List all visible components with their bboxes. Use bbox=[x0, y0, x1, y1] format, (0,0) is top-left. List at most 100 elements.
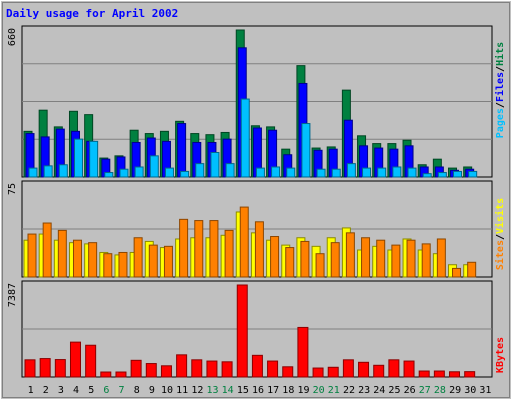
bar-kbytes bbox=[282, 366, 294, 378]
bar-pages bbox=[28, 167, 38, 178]
bar-pages bbox=[43, 165, 53, 178]
bar-kbytes bbox=[191, 359, 203, 378]
bar-pages bbox=[210, 152, 220, 178]
bar-kbytes bbox=[236, 284, 248, 378]
bar-pages bbox=[58, 164, 68, 178]
legend-pages: Pages bbox=[495, 108, 506, 138]
bar-pages bbox=[453, 170, 463, 178]
bar-kbytes bbox=[327, 366, 339, 378]
x-tick-label: 13 bbox=[206, 385, 218, 396]
bar-sites bbox=[194, 220, 204, 278]
bar-sites bbox=[209, 220, 219, 278]
bar-files bbox=[177, 123, 187, 178]
bar-kbytes bbox=[449, 371, 461, 378]
bar-sites bbox=[345, 232, 355, 278]
bar-sites bbox=[467, 261, 477, 278]
bar-sites bbox=[42, 222, 52, 278]
legend-visits: Visits bbox=[494, 198, 506, 234]
legend-hits: Hits bbox=[494, 42, 506, 66]
bar-pages bbox=[392, 166, 402, 178]
ymax-label: 660 bbox=[7, 28, 18, 46]
bar-pages bbox=[119, 168, 129, 178]
bar-kbytes bbox=[358, 361, 370, 378]
bar-pages bbox=[164, 167, 174, 178]
bar-kbytes bbox=[160, 365, 172, 378]
bar-pages bbox=[362, 167, 372, 178]
bar-kbytes bbox=[115, 371, 127, 378]
bar-pages bbox=[89, 140, 99, 178]
x-tick-label: 30 bbox=[464, 385, 476, 396]
x-tick-label: 3 bbox=[58, 385, 64, 396]
bar-sites bbox=[361, 237, 371, 278]
x-tick-label: 5 bbox=[88, 385, 94, 396]
bar-kbytes bbox=[373, 364, 385, 378]
x-tick-label: 23 bbox=[358, 385, 370, 396]
x-tick-label: 2 bbox=[43, 385, 49, 396]
x-tick-label: 31 bbox=[479, 385, 491, 396]
bar-sites bbox=[421, 243, 431, 278]
bar-kbytes bbox=[388, 359, 400, 378]
x-tick-label: 19 bbox=[297, 385, 309, 396]
bar-kbytes bbox=[342, 359, 354, 378]
bar-kbytes bbox=[418, 370, 430, 378]
legend-kbytes: KBytes bbox=[495, 337, 506, 373]
bar-sites bbox=[239, 206, 249, 278]
x-tick-label: 8 bbox=[134, 385, 140, 396]
bar-kbytes bbox=[145, 363, 157, 378]
bar-sites bbox=[148, 244, 158, 278]
bar-pages bbox=[180, 170, 190, 178]
bar-pages bbox=[73, 138, 83, 178]
bar-kbytes bbox=[221, 361, 233, 378]
bar-kbytes bbox=[433, 370, 445, 378]
bar-pages bbox=[225, 163, 235, 178]
legend-separator: / bbox=[495, 66, 506, 72]
bar-kbytes bbox=[176, 354, 188, 378]
x-tick-label: 9 bbox=[149, 385, 155, 396]
x-tick-label: 17 bbox=[267, 385, 279, 396]
bar-kbytes bbox=[69, 341, 81, 378]
bar-pages bbox=[331, 168, 341, 178]
bar-sites bbox=[27, 233, 37, 278]
x-tick-label: 4 bbox=[73, 385, 79, 396]
bar-pages bbox=[195, 163, 205, 178]
bar-kbytes bbox=[54, 359, 66, 378]
legend-files: Files bbox=[494, 72, 506, 102]
legend-separator: / bbox=[495, 102, 506, 108]
bar-pages bbox=[240, 98, 250, 178]
bar-sites bbox=[270, 236, 280, 278]
bar-kbytes bbox=[100, 371, 112, 378]
bar-pages bbox=[286, 167, 296, 178]
ymax-label: 75 bbox=[7, 183, 18, 195]
bar-pages bbox=[271, 166, 281, 178]
legend-visits-sites: Sites/Visits bbox=[494, 198, 506, 270]
x-tick-label: 15 bbox=[237, 385, 249, 396]
bar-kbytes bbox=[267, 360, 279, 378]
bar-kbytes bbox=[312, 367, 324, 378]
bar-sites bbox=[103, 253, 113, 278]
x-tick-label: 28 bbox=[434, 385, 446, 396]
bar-sites bbox=[436, 238, 446, 278]
bar-pages bbox=[468, 170, 478, 178]
bar-pages bbox=[377, 167, 387, 178]
x-tick-label: 6 bbox=[103, 385, 109, 396]
bar-sites bbox=[224, 229, 234, 278]
bar-pages bbox=[134, 166, 144, 178]
legend-kbytes: KBytes bbox=[495, 337, 506, 373]
bar-pages bbox=[149, 155, 159, 178]
legend-hits-files-pages: Pages/Files/Hits bbox=[494, 42, 506, 138]
bar-pages bbox=[301, 123, 311, 178]
bar-kbytes bbox=[85, 344, 97, 378]
x-tick-label: 27 bbox=[419, 385, 431, 396]
bar-sites bbox=[179, 218, 189, 278]
bar-sites bbox=[72, 239, 82, 278]
x-tick-label: 11 bbox=[176, 385, 188, 396]
bar-pages bbox=[422, 173, 432, 178]
bar-pages bbox=[346, 163, 356, 178]
x-tick-label: 16 bbox=[252, 385, 264, 396]
ymax-label: 7387 bbox=[7, 283, 18, 307]
legend-sites: Sites bbox=[494, 240, 506, 270]
bar-sites bbox=[391, 244, 401, 278]
